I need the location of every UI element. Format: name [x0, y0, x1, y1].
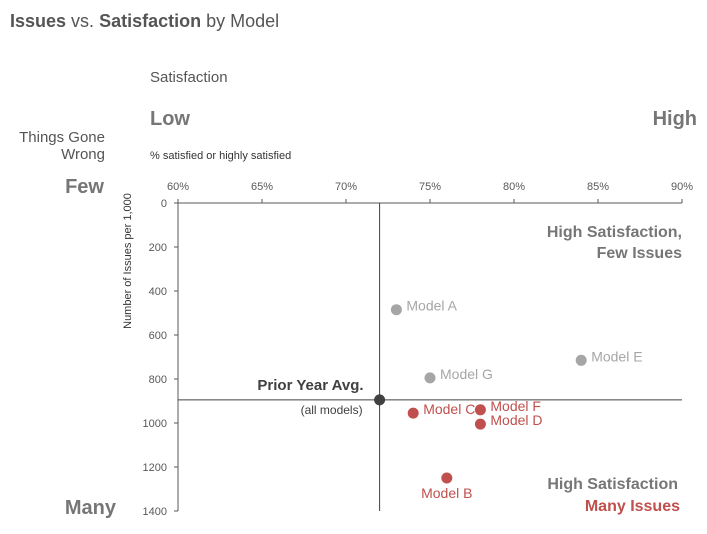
- top-high-label: High: [653, 108, 697, 130]
- left-header-line2: Wrong: [61, 146, 105, 163]
- left-many-label: Many: [65, 497, 117, 519]
- point-label-model-a: Model A: [406, 298, 457, 314]
- x-tick-label: 85%: [587, 181, 609, 193]
- quadrant-top-right-line1: High Satisfaction,: [547, 224, 682, 241]
- point-label-model-f: Model F: [490, 398, 541, 414]
- y-tick-label: 800: [149, 374, 167, 386]
- average-label: Prior Year Avg.: [257, 377, 363, 394]
- point-model-b: [441, 472, 453, 484]
- title-part-by-model: by Model: [201, 11, 279, 31]
- x-tick-label: 75%: [419, 181, 441, 193]
- point-model-e: [575, 354, 587, 366]
- point-model-f: [474, 404, 486, 416]
- left-few-label: Few: [65, 176, 104, 198]
- top-header: Satisfaction: [150, 69, 228, 86]
- y-tick-label: 0: [161, 198, 167, 210]
- y-axis-label: Number of Issues per 1,000: [122, 193, 134, 329]
- point-model-c: [407, 407, 419, 419]
- x-tick-label: 80%: [503, 181, 525, 193]
- quadrant-bottom-right-line1: High Satisfaction: [547, 476, 678, 493]
- title-part-vs: vs.: [66, 11, 99, 31]
- x-ticks: 60% 65% 70% 75% 80% 85% 90%: [167, 181, 693, 203]
- x-tick-label: 90%: [671, 181, 693, 193]
- quadrant-top-right-line2: Few Issues: [597, 245, 682, 262]
- chart-title: Issues vs. Satisfaction by Model: [10, 11, 279, 31]
- point-label-model-c: Model C: [423, 401, 475, 417]
- x-tick-label: 70%: [335, 181, 357, 193]
- point-model-g: [424, 372, 436, 384]
- point-label-model-g: Model G: [440, 366, 493, 382]
- average-sublabel: (all models): [301, 403, 363, 417]
- data-points: Model A Model B Model C Model D Model E Model…: [390, 298, 643, 501]
- title-part-issues: Issues: [10, 11, 66, 31]
- y-tick-label: 1400: [143, 506, 167, 518]
- point-label-model-e: Model E: [591, 348, 642, 364]
- y-ticks: 0 200 400 600 800 1000 1200 1400: [143, 198, 178, 518]
- top-low-label: Low: [150, 108, 190, 130]
- y-tick-label: 1200: [143, 462, 167, 474]
- x-axis-label: % satisfied or highly satisfied: [150, 150, 291, 162]
- x-tick-label: 65%: [251, 181, 273, 193]
- y-tick-label: 200: [149, 242, 167, 254]
- point-label-model-d: Model D: [490, 412, 542, 428]
- quadrant-bottom-right-line2: Many Issues: [585, 498, 680, 515]
- average-point: [374, 394, 386, 406]
- point-label-model-b: Model B: [421, 485, 472, 501]
- y-tick-label: 600: [149, 330, 167, 342]
- left-header-line1: Things Gone: [19, 129, 105, 146]
- point-model-d: [474, 418, 486, 430]
- y-tick-label: 400: [149, 286, 167, 298]
- y-tick-label: 1000: [143, 418, 167, 430]
- title-part-satisfaction: Satisfaction: [99, 11, 201, 31]
- point-model-a: [390, 304, 402, 316]
- x-tick-label: 60%: [167, 181, 189, 193]
